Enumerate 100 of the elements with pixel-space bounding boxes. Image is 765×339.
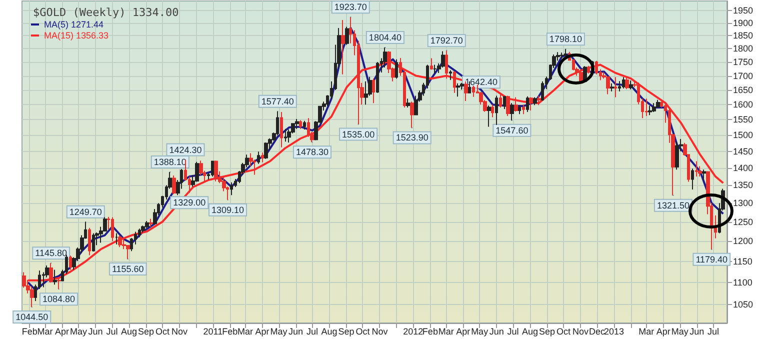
candlestick <box>495 95 498 126</box>
candlestick <box>606 76 610 95</box>
annotation: 1424.30 <box>169 144 202 155</box>
x-tick-label: 2011 <box>203 326 223 336</box>
x-tick-label: Jun <box>489 326 504 336</box>
x-tick-label: Apr <box>55 326 70 336</box>
y-tick-label: 1950 <box>733 6 754 16</box>
x-tick-label: Mar <box>638 326 654 336</box>
annotation: 1084.80 <box>42 294 76 304</box>
candlestick <box>526 96 529 113</box>
x-tick-label: Jul <box>106 326 118 336</box>
candlestick <box>610 82 614 92</box>
x-tick-label: Feb <box>422 326 438 336</box>
candlestick <box>702 169 706 180</box>
candlestick <box>652 102 656 113</box>
annotation: 1321.50 <box>656 200 690 210</box>
legend-label: MA(5) 1271.44 <box>44 20 104 30</box>
x-tick-label: Feb <box>222 326 238 336</box>
candlestick <box>295 118 299 130</box>
candlestick <box>92 232 95 252</box>
annotation: 1804.40 <box>368 32 402 42</box>
y-tick-label: 1850 <box>733 30 754 41</box>
x-tick-label: Oct <box>356 326 370 336</box>
x-tick-label: Nov <box>171 326 188 336</box>
candlestick <box>280 112 283 148</box>
candlestick <box>111 216 114 242</box>
candlestick <box>211 160 214 178</box>
candlestick <box>618 80 621 92</box>
y-tick-label: 1100 <box>733 277 752 288</box>
y-tick-label: 1250 <box>733 216 754 227</box>
legend-label: MA(15) 1356.33 <box>44 30 109 40</box>
x-tick-label: Apr <box>456 326 470 336</box>
candlestick <box>518 104 521 115</box>
x-tick-label: Jun <box>88 326 103 336</box>
candlestick <box>541 80 544 102</box>
x-tick-label: Aug <box>321 326 338 336</box>
y-tick-label: 1050 <box>733 300 754 310</box>
annotation: 1523.90 <box>396 132 428 143</box>
annotation: 1309.10 <box>211 204 244 215</box>
candlestick <box>230 182 233 196</box>
candlestick <box>172 174 176 195</box>
candlestick <box>587 65 590 74</box>
candlestick <box>645 98 648 116</box>
y-tick-label: 1450 <box>733 146 754 156</box>
candlestick <box>522 104 525 115</box>
annotation: 1478.30 <box>296 147 329 158</box>
candlestick <box>656 99 660 108</box>
x-tick-label: Jul <box>306 326 318 336</box>
candlestick <box>472 85 475 98</box>
candlestick <box>264 142 268 160</box>
x-tick-label: May <box>270 326 288 336</box>
candlestick <box>69 255 72 270</box>
annotation: 1792.70 <box>430 36 463 46</box>
y-tick-label: 1200 <box>733 236 754 246</box>
annotation: 1145.80 <box>35 248 68 258</box>
candlestick <box>118 235 122 248</box>
candlestick <box>514 96 518 112</box>
candlestick <box>533 96 537 106</box>
candlestick <box>406 98 410 108</box>
candlestick <box>456 82 460 98</box>
candlestick <box>622 76 625 90</box>
x-tick-label: Jun <box>690 326 704 336</box>
candlestick <box>284 128 287 142</box>
x-tick-label: Oct <box>155 326 170 336</box>
annotation: 1179.40 <box>696 254 728 264</box>
x-tick-label: May <box>671 326 689 336</box>
y-tick-label: 1550 <box>733 114 754 125</box>
candlestick <box>376 62 379 94</box>
y-tick-label: 1150 <box>733 256 752 266</box>
candlestick <box>503 96 506 110</box>
candlestick <box>261 152 264 163</box>
x-tick-label: Jul <box>507 326 519 336</box>
x-tick-label: Sep <box>338 326 354 336</box>
candlestick <box>506 95 510 116</box>
candlestick <box>364 80 368 106</box>
y-tick-label: 1650 <box>733 84 754 95</box>
candlestick <box>430 58 433 70</box>
annotation: 1923.70 <box>334 2 367 12</box>
y-tick-label: 1300 <box>733 198 754 208</box>
annotation: 1044.50 <box>16 312 48 322</box>
y-tick-label: 1700 <box>733 70 754 81</box>
candlestick <box>149 218 153 228</box>
annotation: 1798.10 <box>549 34 582 44</box>
y-tick-label: 1600 <box>733 100 754 110</box>
candlestick <box>614 76 617 98</box>
x-tick-label: Nov <box>372 326 388 336</box>
x-tick-label: 2012 <box>403 326 424 336</box>
y-tick-label: 1350 <box>733 180 754 190</box>
candlestick <box>303 120 306 130</box>
x-tick-label: Sep <box>539 326 556 336</box>
x-tick-label: Sep <box>138 326 154 336</box>
candlestick <box>341 19 345 75</box>
annotation: 1535.00 <box>342 129 375 140</box>
annotation: 1249.70 <box>69 206 102 217</box>
x-tick-label: Mar <box>438 326 454 336</box>
candlestick <box>487 104 491 128</box>
candlestick <box>433 64 437 74</box>
candlestick <box>345 26 349 46</box>
x-tick-label: 2013 <box>604 326 624 336</box>
candlestick <box>537 95 541 106</box>
